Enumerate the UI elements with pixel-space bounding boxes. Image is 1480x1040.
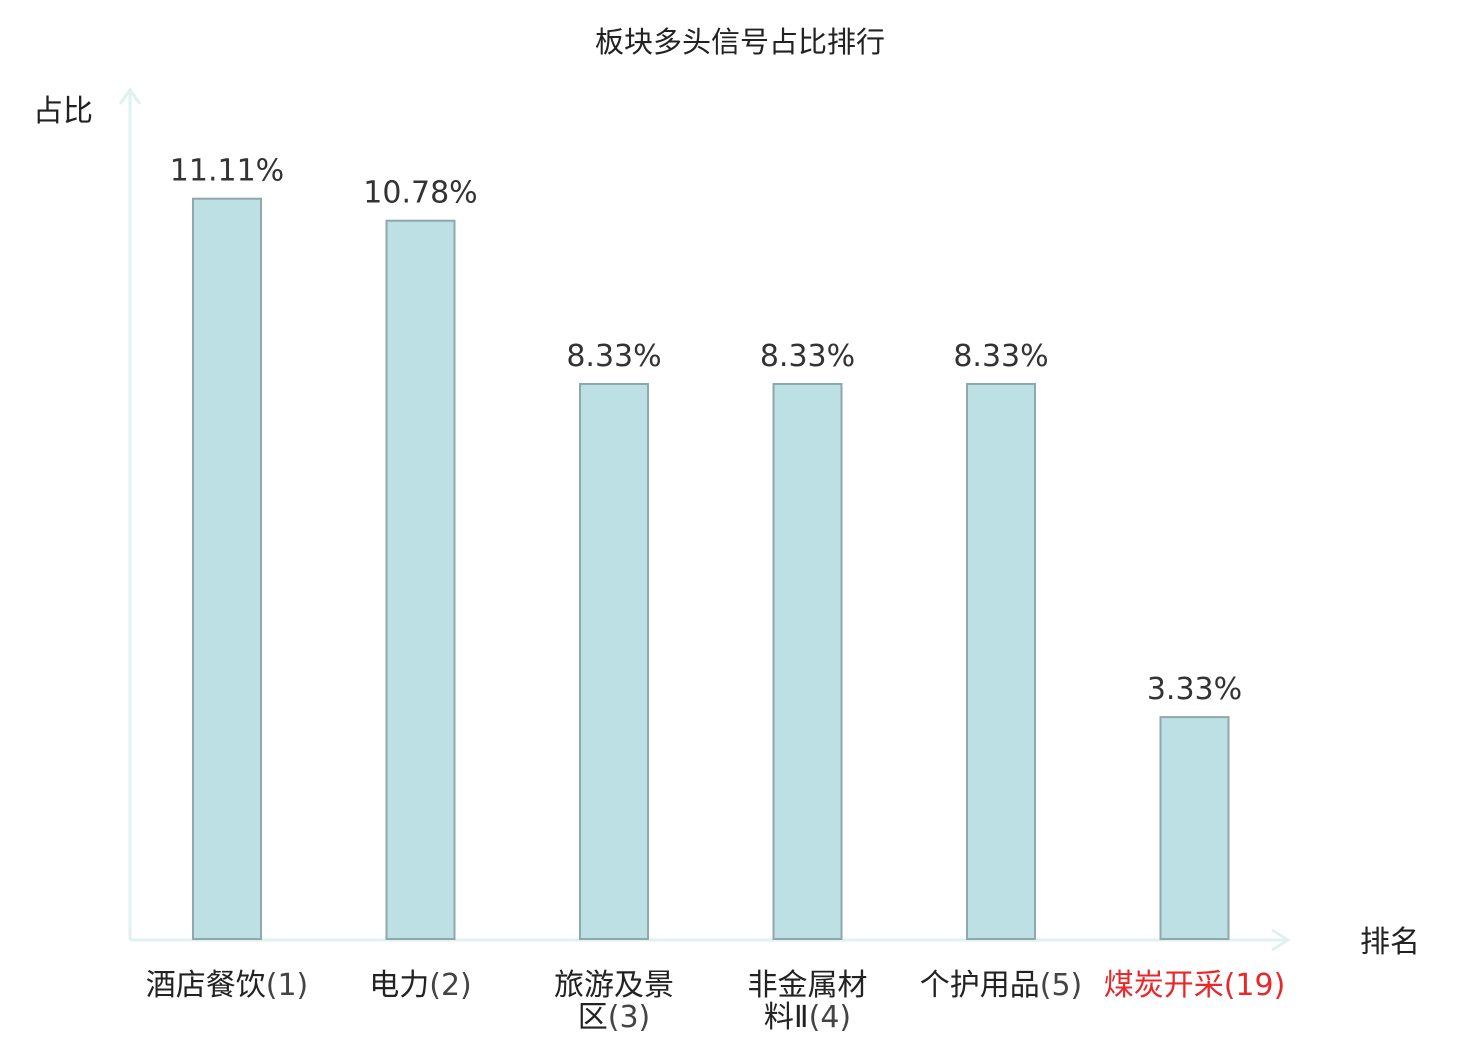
bar bbox=[385, 219, 456, 940]
chart-title: 板块多头信号占比排行 bbox=[595, 25, 885, 59]
category-labels-group: 酒店餐饮(1) 电力(2) 旅游及景区(3) 非金属材料Ⅱ(4) 个护用品(5) 煤炭开采… bbox=[146, 968, 1286, 1035]
axes bbox=[118, 87, 1291, 952]
data-label: 8.33% bbox=[760, 339, 855, 374]
x-tick-label: 非金属材料Ⅱ(4) bbox=[748, 968, 868, 1035]
bar bbox=[772, 383, 843, 940]
bars-group bbox=[192, 197, 1230, 940]
bar bbox=[192, 197, 262, 940]
value-labels-group: 11.11% 10.78% 8.33% 8.33% 8.33% 3.33% bbox=[170, 154, 1242, 707]
y-axis-arrow bbox=[118, 87, 142, 105]
x-tick-label: 个护用品(5) bbox=[920, 968, 1083, 1003]
data-label: 11.11% bbox=[170, 154, 284, 189]
data-label: 8.33% bbox=[953, 339, 1048, 374]
bar bbox=[579, 383, 649, 940]
data-label: 10.78% bbox=[363, 176, 477, 211]
x-tick-label: 电力(2) bbox=[369, 968, 472, 1003]
x-axis-arrow bbox=[1271, 928, 1291, 952]
data-label: 3.33% bbox=[1147, 672, 1242, 707]
x-tick-label: 煤炭开采(19) bbox=[1104, 968, 1286, 1003]
y-axis-label: 占比 bbox=[33, 94, 93, 129]
x-axis-label: 排名 bbox=[1360, 925, 1420, 960]
data-label: 8.33% bbox=[566, 339, 661, 374]
bar bbox=[1159, 716, 1230, 940]
x-tick-label: 酒店餐饮(1) bbox=[146, 968, 309, 1003]
x-tick-label: 旅游及景区(3) bbox=[554, 968, 674, 1035]
bar bbox=[966, 383, 1036, 940]
